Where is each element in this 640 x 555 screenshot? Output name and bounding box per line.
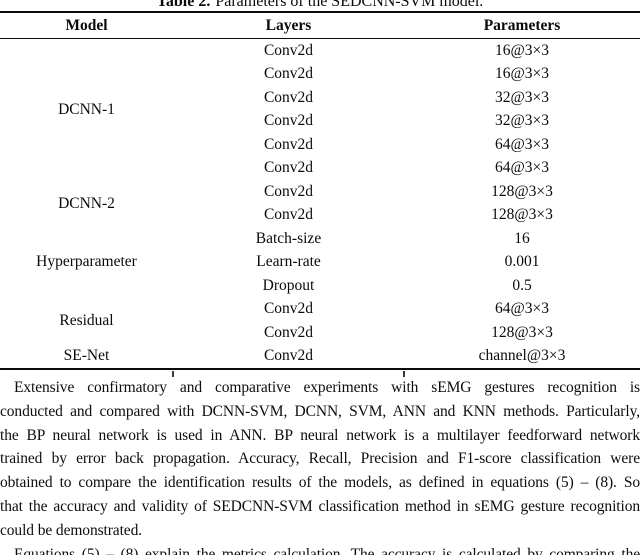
parameter-cell: 64@3×3 xyxy=(494,135,549,153)
layer-cell: Conv2d xyxy=(263,347,314,365)
table-caption-text: Parameters of the SEDCNN-SVM model. xyxy=(215,0,484,10)
layer-cell: Conv2d xyxy=(263,323,314,341)
column-header-parameters: Parameters xyxy=(404,12,640,39)
table-row: Conv2d 32@3×3 xyxy=(0,110,640,134)
parameter-cell: 16@3×3 xyxy=(494,41,549,59)
parameter-cell: 0.001 xyxy=(504,253,540,271)
text-line: the BP neural network is used in ANN. BP… xyxy=(0,426,640,444)
layer-cell: Conv2d xyxy=(263,88,314,106)
parameter-cell: 128@3×3 xyxy=(491,182,553,200)
model-cell: SE-Net xyxy=(63,347,110,365)
text-line: could be demonstrated. xyxy=(0,521,142,539)
table-row: DCNN-2 Conv2d 128@3×3 xyxy=(0,180,640,212)
parameter-cell: 32@3×3 xyxy=(494,112,549,130)
layer-cell: Conv2d xyxy=(263,300,314,318)
model-cell: Residual xyxy=(59,312,114,329)
table-row: SE-Net Conv2d channel@3×3 xyxy=(0,345,640,370)
layer-cell: Conv2d xyxy=(263,206,314,224)
text-line: obtained to compare the identification r… xyxy=(0,474,640,492)
table-row: Conv2d 32@3×3 xyxy=(0,86,640,110)
model-cell: DCNN-2 xyxy=(58,194,115,212)
table-row: Conv2d 64@3×3 xyxy=(0,133,640,157)
parameter-cell: channel@3×3 xyxy=(478,347,566,365)
parameter-cell: 128@3×3 xyxy=(491,206,553,224)
text-line: that the accuracy and validity of SEDCNN… xyxy=(0,497,640,515)
layer-cell: Conv2d xyxy=(263,182,314,200)
layer-cell: Batch-size xyxy=(255,229,322,247)
layer-cell: Dropout xyxy=(262,276,315,294)
table-caption: Table 2. Parameters of the SEDCNN-SVM mod… xyxy=(0,0,640,11)
layer-cell: Learn-rate xyxy=(256,253,321,271)
table-row: Conv2d 64@3×3 xyxy=(0,157,640,181)
text-line: Extensive confirmatory and comparative e… xyxy=(14,379,640,396)
text-line: trained by error back propagation. Accur… xyxy=(0,450,640,468)
text-line: Equations (5) – (8) explain the metrics … xyxy=(14,545,640,555)
column-header-model: Model xyxy=(0,12,173,39)
layer-cell: Conv2d xyxy=(263,112,314,130)
layer-cell: Conv2d xyxy=(263,41,314,59)
table-row: Dropout 0.5 xyxy=(0,274,640,298)
table-row: Conv2d 128@3×3 xyxy=(0,204,640,228)
parameter-cell: 16@3×3 xyxy=(494,65,549,83)
parameter-cell: 64@3×3 xyxy=(494,300,549,318)
table-row: Conv2d 16@3×3 xyxy=(0,63,640,87)
parameter-cell: 128@3×3 xyxy=(491,323,553,341)
parameters-table: Model Layers Parameters DCNN-1 Conv2d 16@3… xyxy=(0,11,640,370)
model-cell: Hyperparameter xyxy=(36,253,137,271)
table-row: Hyperparameter Batch-size 16 xyxy=(0,227,640,271)
layer-cell: Conv2d xyxy=(263,159,314,177)
column-border-tick xyxy=(172,371,174,377)
layer-cell: Conv2d xyxy=(263,135,314,153)
parameter-cell: 0.5 xyxy=(512,276,532,294)
table-row: Residual Conv2d 64@3×3 xyxy=(0,298,640,329)
table-caption-label: Table 2. xyxy=(156,0,211,10)
parameter-cell: 32@3×3 xyxy=(494,88,549,106)
body-text: Extensive confirmatory and comparative e… xyxy=(0,376,640,555)
table-row: DCNN-1 Conv2d 16@3×3 xyxy=(0,39,640,118)
model-cell: DCNN-1 xyxy=(58,100,115,118)
parameter-cell: 64@3×3 xyxy=(494,159,549,177)
parameter-cell: 16 xyxy=(514,229,530,247)
column-header-layers: Layers xyxy=(173,12,404,39)
table-header-row: Model Layers Parameters xyxy=(0,12,640,39)
text-line: conducted and compared with DCNN-SVM, DC… xyxy=(0,402,640,420)
table-row: Conv2d 128@3×3 xyxy=(0,321,640,345)
layer-cell: Conv2d xyxy=(263,65,314,83)
table-row: Learn-rate 0.001 xyxy=(0,251,640,275)
column-border-tick xyxy=(403,371,405,377)
